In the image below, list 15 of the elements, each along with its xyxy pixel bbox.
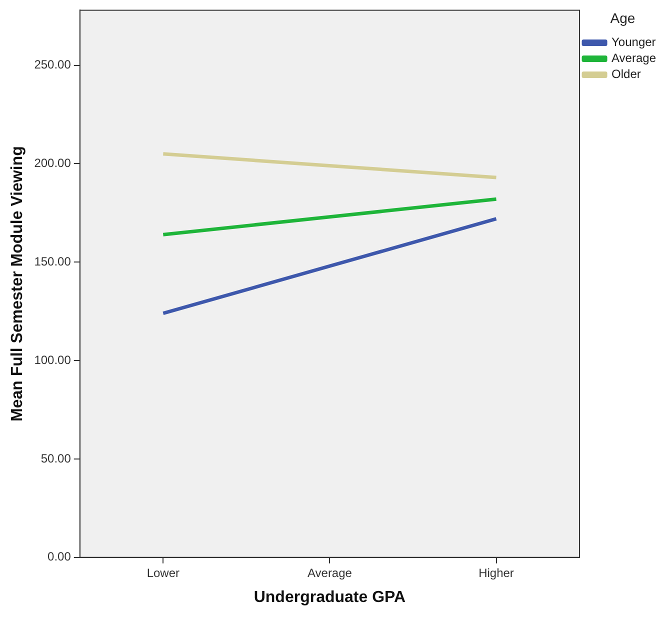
x-axis-title: Undergraduate GPA [254,588,406,606]
x-tick-label: Average [307,566,352,580]
legend-label: Average [612,51,656,66]
legend-label: Older [612,67,641,82]
y-tick-label: 100.00 [34,352,72,367]
x-tick-label: Higher [478,566,514,580]
y-tick-label: 250.00 [34,58,72,72]
y-tick-label: 50.00 [40,451,72,466]
legend-title: Age [610,10,636,26]
y-tick-label: 200.00 [34,156,72,170]
y-tick-label: 150.00 [34,254,72,268]
legend-label: Younger [612,35,656,50]
x-tick-label: Lower [146,566,180,580]
y-tick-label: 0.00 [48,550,72,564]
y-axis-title: Mean Full Semester Module Viewing [9,146,26,422]
